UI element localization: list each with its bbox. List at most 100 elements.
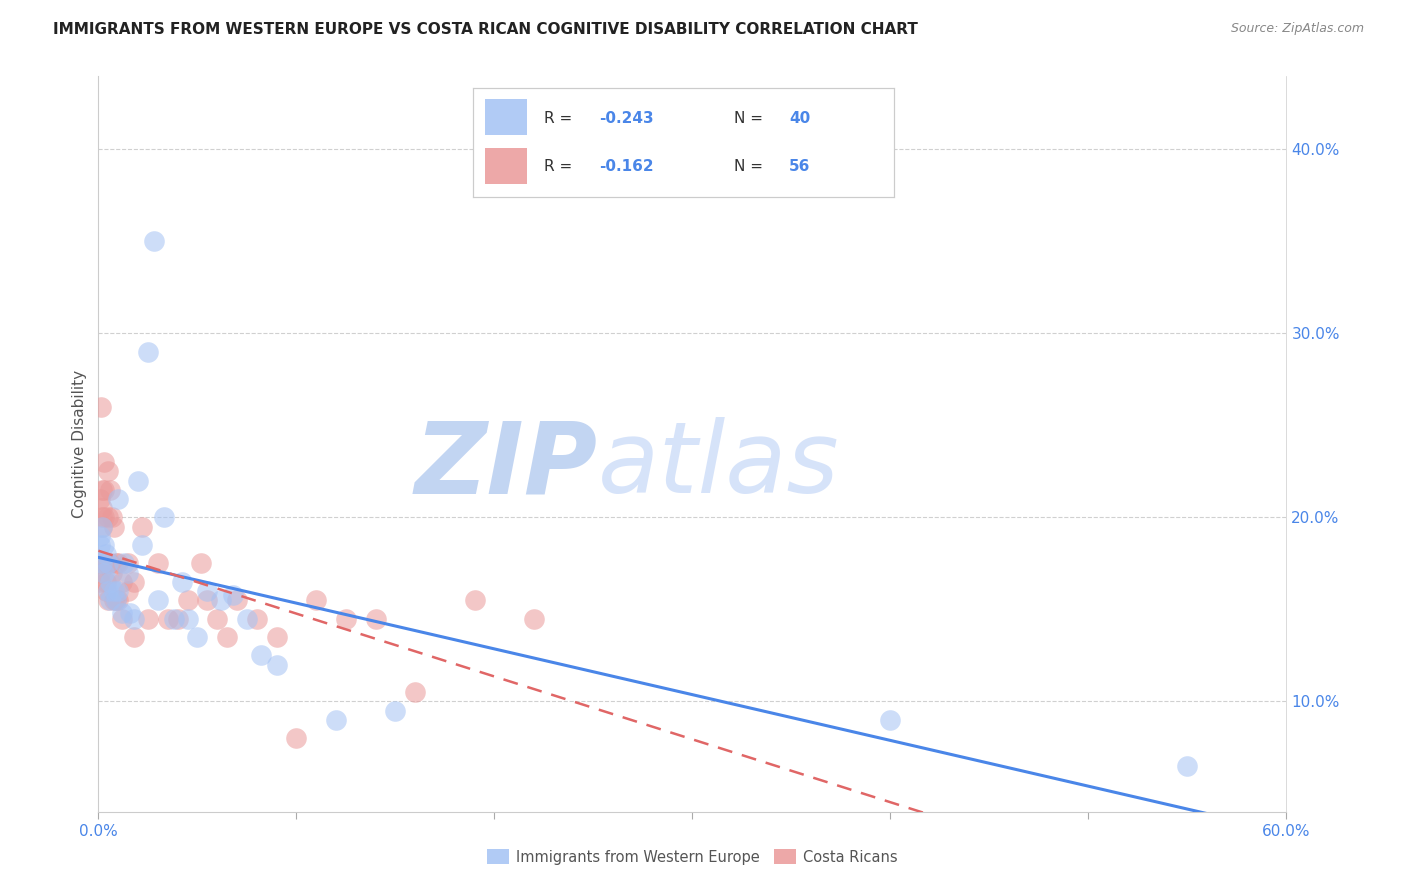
Point	[163, 611, 186, 625]
Point	[101, 566, 124, 580]
Point	[142, 235, 165, 249]
Point	[98, 574, 121, 589]
Point	[122, 611, 145, 625]
Point	[131, 519, 153, 533]
Point	[98, 593, 121, 607]
Point	[136, 344, 159, 359]
Point	[117, 557, 139, 571]
Point	[93, 538, 115, 552]
Point	[404, 685, 426, 699]
Point	[146, 593, 169, 607]
Point	[96, 557, 118, 571]
Point	[1177, 758, 1199, 772]
Point	[91, 519, 114, 533]
Point	[266, 657, 288, 672]
Point	[111, 574, 134, 589]
Point	[246, 611, 269, 625]
Point	[152, 510, 174, 524]
Point	[131, 538, 153, 552]
Text: atlas: atlas	[598, 417, 839, 515]
Point	[156, 611, 179, 625]
Point	[166, 611, 188, 625]
Point	[96, 583, 118, 598]
Point	[127, 474, 149, 488]
Point	[89, 574, 111, 589]
Point	[98, 557, 121, 571]
Point	[195, 583, 218, 598]
Point	[464, 593, 486, 607]
Point	[117, 583, 139, 598]
Point	[107, 593, 129, 607]
Point	[136, 611, 159, 625]
Point	[112, 557, 135, 571]
Point	[96, 574, 118, 589]
Point	[305, 593, 328, 607]
Point	[285, 731, 308, 746]
Text: ZIP: ZIP	[415, 417, 598, 515]
Point	[97, 464, 120, 478]
Point	[226, 593, 249, 607]
Point	[170, 574, 193, 589]
Point	[209, 593, 232, 607]
Point	[176, 611, 198, 625]
Point	[91, 501, 114, 516]
Legend: Immigrants from Western Europe, Costa Ricans: Immigrants from Western Europe, Costa Ri…	[481, 844, 904, 871]
Text: Source: ZipAtlas.com: Source: ZipAtlas.com	[1230, 22, 1364, 36]
Point	[384, 704, 406, 718]
Point	[97, 557, 120, 571]
Point	[111, 606, 134, 620]
Point	[107, 491, 129, 506]
Point	[97, 593, 120, 607]
Point	[335, 611, 357, 625]
Point	[103, 519, 125, 533]
Point	[91, 510, 114, 524]
Point	[89, 491, 111, 506]
Point	[93, 510, 115, 524]
Point	[195, 593, 218, 607]
Point	[222, 588, 245, 602]
Point	[249, 648, 271, 663]
Point	[93, 557, 115, 571]
Point	[91, 483, 114, 497]
Point	[122, 574, 145, 589]
Point	[186, 630, 208, 644]
Y-axis label: Cognitive Disability: Cognitive Disability	[72, 369, 87, 518]
Point	[101, 510, 124, 524]
Point	[105, 593, 128, 607]
Point	[97, 583, 120, 598]
Point	[205, 611, 228, 625]
Point	[117, 566, 139, 580]
Point	[91, 519, 114, 533]
Point	[98, 483, 121, 497]
Point	[146, 557, 169, 571]
Point	[93, 455, 115, 469]
Point	[91, 557, 114, 571]
Point	[105, 593, 128, 607]
Point	[879, 713, 901, 727]
Point	[103, 583, 125, 598]
Point	[93, 483, 115, 497]
Point	[107, 557, 129, 571]
Point	[107, 583, 129, 598]
Text: IMMIGRANTS FROM WESTERN EUROPE VS COSTA RICAN COGNITIVE DISABILITY CORRELATION C: IMMIGRANTS FROM WESTERN EUROPE VS COSTA …	[53, 22, 918, 37]
Point	[325, 713, 347, 727]
Point	[111, 611, 134, 625]
Point	[176, 593, 198, 607]
Point	[364, 611, 387, 625]
Point	[97, 510, 120, 524]
Point	[190, 557, 212, 571]
Point	[89, 529, 111, 543]
Point	[89, 566, 111, 580]
Point	[120, 606, 142, 620]
Point	[97, 557, 120, 571]
Point	[89, 538, 111, 552]
Point	[236, 611, 259, 625]
Point	[217, 630, 239, 644]
Point	[523, 611, 546, 625]
Point	[103, 593, 125, 607]
Point	[105, 557, 128, 571]
Point	[122, 630, 145, 644]
Point	[93, 566, 115, 580]
Point	[90, 400, 112, 414]
Point	[89, 557, 111, 571]
